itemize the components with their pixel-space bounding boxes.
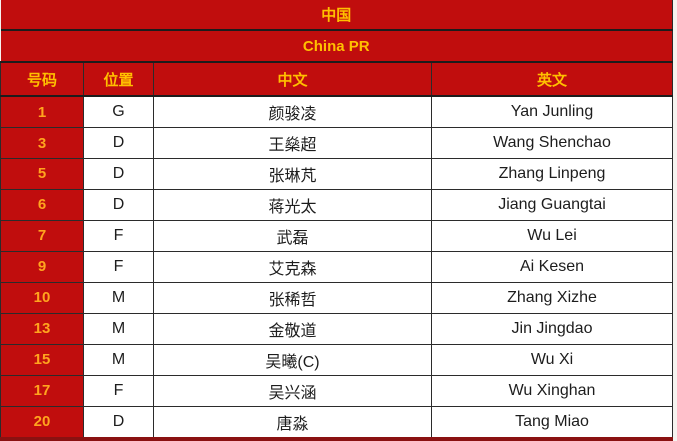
- player-name-en-cell: Wu Lei: [430, 219, 674, 252]
- player-position-cell: G: [83, 95, 154, 129]
- player-position-cell: D: [83, 188, 154, 221]
- table-row: 9 F 艾克森 Ai Kesen: [0, 250, 674, 283]
- player-name-cn-cell: 颜骏凌: [153, 95, 432, 129]
- player-name-cn-cell: 吴曦(C): [153, 343, 432, 376]
- player-position-cell: F: [83, 374, 154, 407]
- player-number-cell: 10: [0, 281, 84, 314]
- player-name-cn-cell: 金敬道: [153, 312, 432, 345]
- player-name-en-cell: Wu Xinghan: [430, 374, 674, 407]
- player-number-cell: 3: [0, 127, 84, 160]
- column-header-name-cn: 中文: [153, 62, 432, 97]
- team-title-cn: 中国: [0, 0, 673, 31]
- player-position-cell: M: [83, 281, 154, 314]
- table-row: 20 D 唐淼 Tang Miao: [0, 405, 674, 440]
- player-name-cn-cell: 蒋光太: [153, 188, 432, 221]
- player-position-cell: D: [83, 127, 154, 160]
- player-position-cell: F: [83, 250, 154, 283]
- player-name-cn-cell: 艾克森: [153, 250, 432, 283]
- team-title-en: China PR: [0, 30, 673, 63]
- table-row: 15 M 吴曦(C) Wu Xi: [0, 343, 674, 376]
- player-number-cell: 15: [0, 343, 84, 376]
- player-number-cell: 7: [0, 219, 84, 252]
- column-header-number: 号码: [0, 62, 84, 97]
- player-name-en-cell: Yan Junling: [430, 95, 674, 129]
- column-header-row: 号码 位置 中文 英文: [0, 62, 674, 97]
- player-name-cn-cell: 张稀哲: [153, 281, 432, 314]
- player-name-cn-cell: 吴兴涵: [153, 374, 432, 407]
- player-name-en-cell: Zhang Xizhe: [430, 281, 674, 314]
- table-row: 3 D 王燊超 Wang Shenchao: [0, 127, 674, 160]
- player-name-cn-cell: 张琳芃: [153, 158, 432, 190]
- player-number-cell: 20: [0, 405, 84, 440]
- player-position-cell: F: [83, 219, 154, 252]
- player-name-cn-cell: 武磊: [153, 219, 432, 252]
- player-number-cell: 5: [0, 158, 84, 190]
- player-name-en-cell: Wang Shenchao: [430, 127, 674, 160]
- player-name-en-cell: Jin Jingdao: [430, 312, 674, 345]
- table-row: 6 D 蒋光太 Jiang Guangtai: [0, 188, 674, 221]
- player-name-en-cell: Zhang Linpeng: [430, 158, 674, 190]
- player-name-en-cell: Wu Xi: [430, 343, 674, 376]
- player-position-cell: M: [83, 312, 154, 345]
- player-number-cell: 17: [0, 374, 84, 407]
- table-row: 13 M 金敬道 Jin Jingdao: [0, 312, 674, 345]
- column-header-name-en: 英文: [430, 62, 674, 97]
- player-name-cn-cell: 唐淼: [153, 405, 432, 440]
- team-title-row-cn: 中国: [0, 0, 673, 31]
- player-name-en-cell: Jiang Guangtai: [430, 188, 674, 221]
- column-header-position: 位置: [83, 62, 154, 97]
- table-row: 1 G 颜骏凌 Yan Junling: [0, 95, 674, 129]
- roster-body: 1 G 颜骏凌 Yan Junling 3 D 王燊超 Wang Shenchao 5 D 张琳芃 Z…: [0, 95, 674, 440]
- player-name-en-cell: Ai Kesen: [430, 250, 674, 283]
- table-row: 7 F 武磊 Wu Lei: [0, 219, 674, 252]
- player-position-cell: D: [83, 405, 154, 440]
- player-number-cell: 6: [0, 188, 84, 221]
- table-row: 10 M 张稀哲 Zhang Xizhe: [0, 281, 674, 314]
- table-row: 5 D 张琳芃 Zhang Linpeng: [0, 158, 674, 190]
- player-number-cell: 9: [0, 250, 84, 283]
- player-number-cell: 1: [0, 95, 84, 129]
- player-name-cn-cell: 王燊超: [153, 127, 432, 160]
- player-position-cell: M: [83, 343, 154, 376]
- team-title-row-en: China PR: [0, 30, 673, 63]
- player-number-cell: 13: [0, 312, 84, 345]
- player-name-en-cell: Tang Miao: [430, 405, 674, 440]
- table-row: 17 F 吴兴涵 Wu Xinghan: [0, 374, 674, 407]
- player-position-cell: D: [83, 158, 154, 190]
